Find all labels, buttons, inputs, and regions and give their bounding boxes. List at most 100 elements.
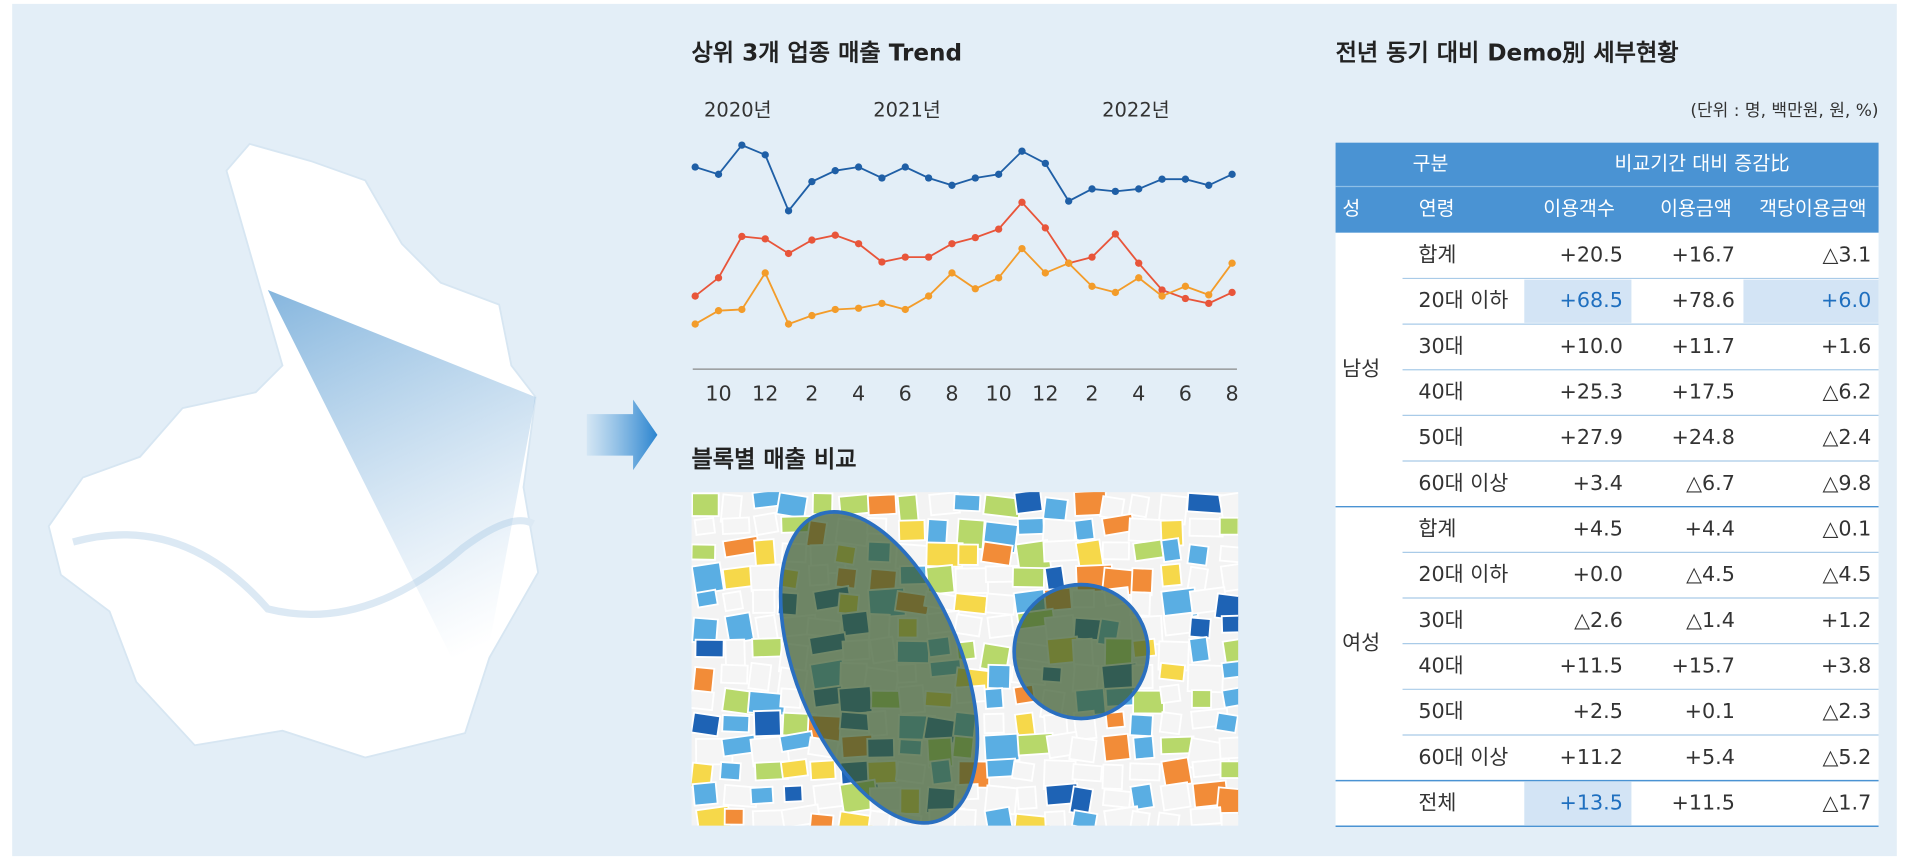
map-block (691, 492, 720, 518)
map-block (721, 516, 751, 536)
map-block (954, 567, 990, 595)
map-block (694, 638, 725, 659)
map-block (1188, 616, 1212, 640)
map-block (986, 613, 1015, 640)
map-block (1132, 538, 1165, 563)
chart-title: 상위 3개 업종 매출 Trend (692, 40, 963, 66)
data-point (1041, 269, 1049, 277)
column-header: 성 (1342, 197, 1360, 220)
map-block (866, 493, 898, 517)
data-point (1205, 291, 1213, 299)
data-point (1205, 181, 1213, 189)
map-block (691, 711, 722, 738)
table-cell: △0.1 (1822, 517, 1871, 541)
map-block (984, 592, 1017, 616)
year-label: 2021년 (873, 99, 940, 122)
data-point (1065, 259, 1073, 267)
data-point (784, 320, 793, 328)
map-block (691, 543, 717, 561)
map-block (1218, 492, 1239, 524)
map-title: 블록별 매출 비교 (692, 447, 857, 473)
column-header: 객당이용금액 (1759, 197, 1866, 220)
table-cell: +24.8 (1671, 425, 1734, 449)
table-cell: △1.4 (1686, 608, 1735, 632)
data-point (994, 170, 1003, 178)
hotspot (778, 510, 980, 825)
x-tick-label: 12 (1032, 382, 1058, 406)
map-block (1219, 562, 1239, 593)
table-cell: +68.5 (1559, 288, 1622, 312)
data-point (1135, 274, 1143, 282)
x-tick-label: 2 (1085, 382, 1098, 406)
map-block (953, 613, 983, 638)
map-block (1129, 782, 1155, 812)
map-block (1127, 493, 1151, 519)
table-title: 전년 동기 대비 Demo別 세부현황 (1336, 40, 1679, 66)
data-point (714, 307, 723, 315)
table-cell: +15.7 (1671, 653, 1734, 677)
map-block (693, 516, 716, 536)
data-point (1065, 197, 1073, 205)
table-cell: +4.4 (1685, 517, 1735, 541)
age-cell: 30대 (1418, 334, 1463, 358)
table-cell: +27.9 (1559, 425, 1622, 449)
map-block (749, 563, 783, 593)
table-cell: +5.4 (1685, 745, 1735, 769)
map-block (775, 492, 809, 520)
table-cell: △2.4 (1822, 425, 1871, 449)
map-block (1159, 562, 1183, 588)
table-cell: +25.3 (1559, 380, 1622, 404)
map-block (1130, 567, 1154, 597)
data-point (854, 240, 863, 248)
hotspot (1012, 582, 1150, 721)
map-block (1159, 781, 1192, 812)
age-cell: 60대 이상 (1418, 471, 1508, 495)
map-block (747, 661, 773, 692)
map-block (1128, 713, 1154, 738)
header-cell: 구분 (1413, 152, 1449, 175)
series-line (694, 144, 1233, 213)
map-block (1158, 661, 1187, 683)
map-block (1160, 537, 1183, 564)
data-point (714, 170, 723, 178)
data-point (1181, 175, 1190, 183)
map-block (1186, 543, 1210, 567)
data-point (1041, 159, 1049, 168)
unit-note: (단위 : 명, 백만원, 원, %) (1690, 101, 1878, 121)
data-point (971, 285, 979, 293)
region-map (47, 142, 540, 759)
table-cell: △1.7 (1822, 790, 1871, 814)
x-tick-label: 4 (1132, 382, 1145, 406)
map-block (1218, 736, 1239, 760)
x-tick-label: 10 (705, 382, 731, 406)
data-point (1158, 175, 1166, 183)
map-block (1220, 811, 1239, 826)
map-block (1214, 711, 1239, 734)
column-header: 연령 (1419, 197, 1455, 220)
table-cell: +1.2 (1821, 608, 1871, 632)
map-block (1016, 517, 1045, 536)
x-tick-label: 4 (852, 382, 865, 406)
data-point (831, 167, 839, 175)
x-tick-label: 2 (805, 382, 818, 406)
data-point (924, 292, 933, 300)
region-shape (47, 142, 540, 759)
map-block (925, 541, 964, 568)
table-cell: △9.8 (1822, 471, 1871, 495)
map-block (721, 590, 745, 613)
data-point (691, 320, 699, 328)
age-cell: 40대 (1418, 380, 1463, 404)
data-point (761, 269, 769, 277)
map-block (957, 543, 979, 566)
age-cell: 60대 이상 (1418, 745, 1508, 769)
map-block (1101, 732, 1132, 763)
map-block (1013, 492, 1044, 515)
data-point (1228, 170, 1236, 178)
data-point (1088, 185, 1096, 193)
series-line (694, 247, 1233, 326)
map-block (1101, 541, 1130, 561)
data-point (1135, 185, 1143, 193)
table-body-bg (1335, 232, 1879, 826)
